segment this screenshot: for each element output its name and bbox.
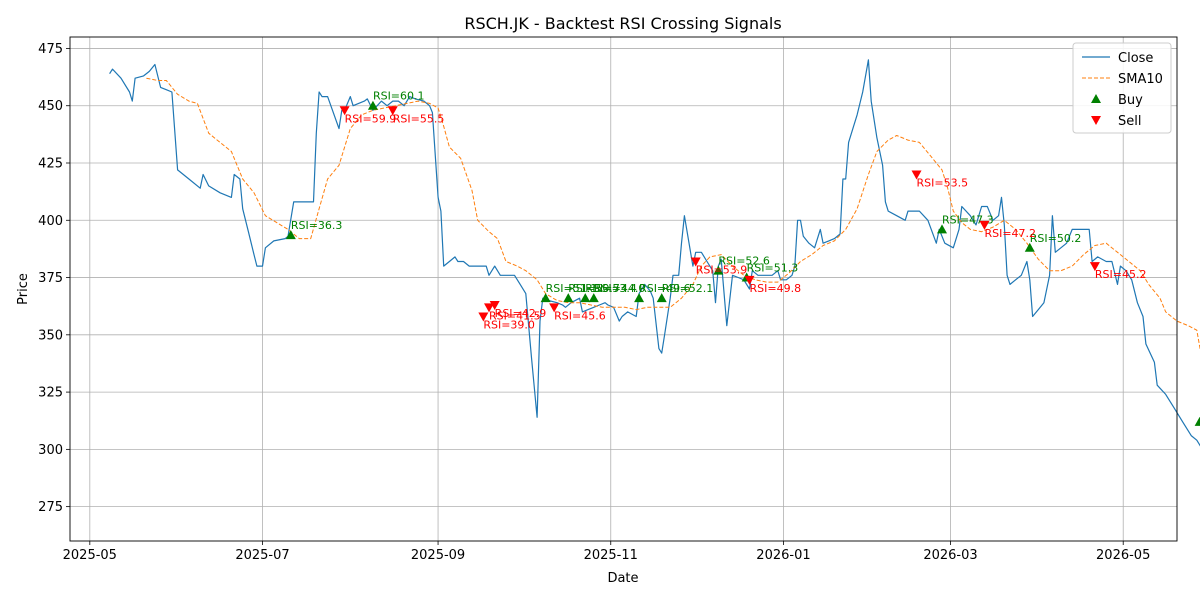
- buy-marker: [1024, 242, 1035, 252]
- sell-annotation: RSI=47.2: [984, 227, 1036, 240]
- sell-annotation: RSI=45.6: [554, 309, 606, 322]
- buy-annotation: RSI=51.3: [747, 262, 799, 275]
- buy-annotation: RSI=51.1: [546, 282, 598, 295]
- sell-marker: [911, 170, 922, 180]
- x-tick-label: 2025-05: [63, 548, 117, 563]
- buy-marker: [540, 293, 551, 303]
- sell-annotation: RSI=49.8: [749, 282, 801, 295]
- buy-annotation: RSI=49.6: [639, 282, 691, 295]
- legend: Close SMA10 Buy Sell: [1072, 42, 1172, 134]
- buy-annotation: RSI=36.3: [291, 219, 343, 232]
- buy-marker: [656, 293, 667, 303]
- x-tick-label: 2026-03: [923, 548, 977, 563]
- sell-marker: [979, 220, 990, 230]
- sell-marker: [549, 303, 560, 313]
- sell-annotation: RSI=42.9: [495, 307, 547, 320]
- buy-marker: [563, 293, 574, 303]
- x-tick-label: 2025-09: [411, 548, 465, 563]
- sell-marker: [690, 257, 701, 267]
- y-tick-label: 400: [38, 214, 63, 229]
- x-tick-label: 2026-05: [1096, 548, 1150, 563]
- buy-marker: [634, 293, 645, 303]
- sell-annotation: RSI=39.0: [483, 318, 535, 331]
- y-tick-label: 475: [38, 42, 63, 57]
- buy-annotation: RSI=53.4: [585, 282, 637, 295]
- buy-marker: [1194, 416, 1200, 426]
- buy-annotation: RSI=50.7: [568, 282, 620, 295]
- y-tick-label: 300: [38, 443, 63, 458]
- chart-title: RSCH.JK - Backtest RSI Crossing Signals: [464, 14, 781, 33]
- buy-marker: [367, 100, 378, 110]
- axes: 2025-05 2025-07 2025-09 2025-11 2026-01 2026-…: [38, 36, 1178, 563]
- buy-annotation: RSI=47.3: [942, 213, 994, 226]
- y-tick-label: 450: [38, 99, 63, 114]
- x-axis-title: Date: [607, 571, 638, 586]
- buy-marker: [580, 293, 591, 303]
- sell-marker: [478, 312, 489, 322]
- sell-marker: [339, 106, 350, 116]
- series-layer: [109, 59, 1200, 447]
- sell-annotation: RSI=55.5: [393, 112, 445, 125]
- legend-swatch-sell: [1091, 116, 1101, 125]
- series-line-close: [109, 59, 1200, 447]
- buy-annotation: RSI=50.2: [1030, 232, 1082, 245]
- sell-marker: [744, 275, 755, 285]
- sell-annotation: RSI=59.9: [345, 112, 397, 125]
- x-tick-label: 2025-07: [235, 548, 289, 563]
- sell-annotation: RSI=53.9: [696, 264, 748, 277]
- legend-swatch-buy: [1091, 94, 1101, 103]
- sell-annotation: RSI=41.5: [489, 309, 541, 322]
- legend-box: [1072, 42, 1172, 134]
- sell-annotation: RSI=53.5: [917, 176, 969, 189]
- sell-annotation: RSI=45.2: [1095, 268, 1147, 281]
- buy-annotation: RSI=52.1: [662, 282, 714, 295]
- x-tick-label: 2025-11: [584, 548, 638, 563]
- signal-layer: RSI=36.3 RSI=60.1 RSI=51.1RSI=50.7RSI=53.4…: [285, 90, 1200, 426]
- sell-marker: [489, 301, 500, 311]
- series-line-sma10: [146, 77, 1200, 352]
- buy-marker: [588, 293, 599, 303]
- y-tick-label: 425: [38, 157, 63, 172]
- buy-marker: [937, 224, 948, 234]
- buy-annotation: RSI=44.0: [594, 282, 646, 295]
- buy-marker: [713, 265, 724, 275]
- y-tick-label: 375: [38, 271, 63, 286]
- buy-annotation: RSI=52.6: [718, 255, 770, 268]
- legend-label-close: Close: [1118, 51, 1153, 66]
- sell-marker: [484, 303, 495, 313]
- legend-label-sma: SMA10: [1118, 72, 1163, 87]
- sell-marker: [1089, 262, 1100, 272]
- y-tick-label: 350: [38, 328, 63, 343]
- legend-label-sell: Sell: [1118, 114, 1141, 129]
- plot-frame: [69, 36, 1178, 542]
- x-tick-label: 2026-01: [756, 548, 810, 563]
- y-axis-title: Price: [16, 273, 31, 305]
- buy-marker: [285, 230, 296, 240]
- legend-label-buy: Buy: [1118, 93, 1143, 108]
- y-tick-label: 275: [38, 500, 63, 515]
- y-tick-label: 325: [38, 386, 63, 401]
- sell-marker: [387, 106, 398, 116]
- buy-annotation: RSI=60.1: [373, 90, 425, 103]
